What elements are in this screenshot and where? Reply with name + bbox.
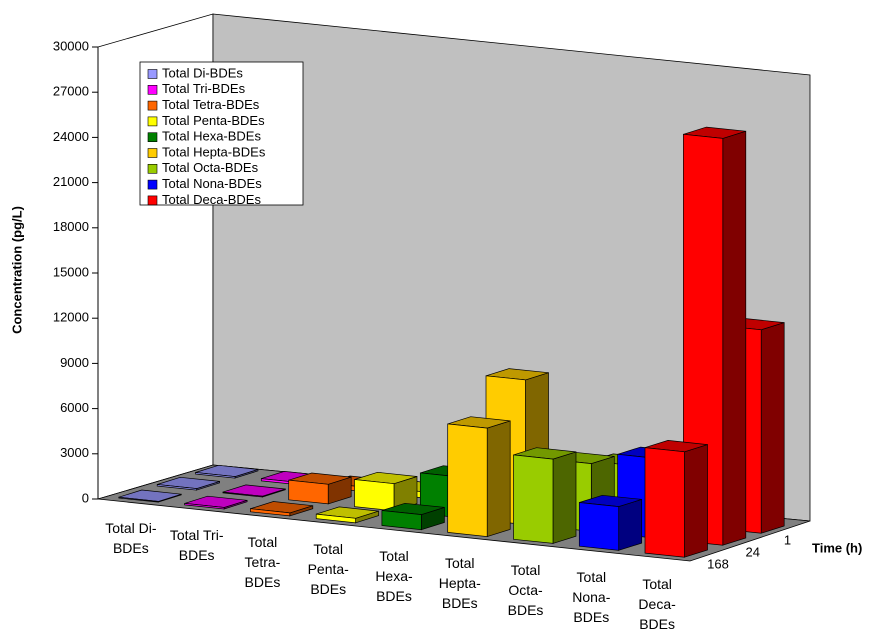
z-axis-label: Time (h)	[812, 540, 862, 555]
bar-front	[156, 484, 197, 491]
bar-side	[486, 420, 511, 538]
y-axis-label: Concentration (pg/L)	[9, 206, 24, 334]
bar	[644, 440, 708, 558]
bar-front	[578, 502, 620, 551]
y-tick-label: 3000	[60, 445, 89, 460]
legend-label: Total Tetra-BDEs	[162, 97, 260, 112]
x-tick-label-box: Total Di-BDEs	[105, 520, 157, 557]
bar-side	[760, 322, 785, 534]
x-tick-label: Total Tri-BDEs	[169, 527, 224, 564]
bar-front	[354, 479, 395, 512]
z-tick-label: 168	[707, 556, 729, 571]
bar-side	[552, 451, 577, 544]
legend-swatch	[147, 85, 158, 95]
bar	[578, 494, 643, 551]
bar-side	[722, 130, 747, 546]
x-tick-label: Total Hepta-BDEs	[438, 554, 481, 611]
bar-front	[195, 472, 236, 479]
bar	[250, 501, 314, 517]
y-tick-label: 0	[82, 490, 89, 505]
bar-front	[222, 491, 263, 498]
bar	[315, 506, 379, 524]
y-tick-label: 9000	[60, 355, 89, 370]
bar-front	[315, 513, 356, 524]
legend-swatch	[147, 132, 158, 142]
legend-swatch	[147, 148, 158, 158]
x-tick-label-box: Total Penta-BDEs	[307, 541, 349, 598]
x-tick-label-box: Total Octa-BDEs	[507, 561, 544, 618]
x-tick-label-box: Total Deca-BDEs	[638, 575, 676, 632]
y-tick-label: 18000	[53, 219, 89, 234]
legend-swatch	[147, 164, 158, 174]
x-tick-label-box: Total Tetra-BDEs	[244, 534, 281, 591]
x-tick-label: Total Octa-BDEs	[507, 561, 544, 618]
bar	[288, 472, 352, 505]
legend-label: Total Penta-BDEs	[162, 113, 265, 128]
bar-front	[513, 454, 554, 544]
legend-label: Total Tri-BDEs	[162, 81, 246, 96]
legend-swatch	[147, 195, 158, 206]
bar	[184, 495, 248, 510]
x-tick-label-box: Total Hexa-BDEs	[375, 548, 413, 604]
bar	[513, 447, 577, 544]
y-tick-label: 15000	[53, 264, 89, 279]
y-tick-label: 6000	[60, 400, 89, 415]
x-tick-label: Total Nona-BDEs	[572, 568, 611, 625]
legend-swatch	[147, 100, 158, 111]
y-tick-label: 12000	[53, 310, 89, 325]
bar-front	[250, 508, 291, 517]
x-tick-label: Total Tetra-BDEs	[244, 534, 281, 591]
bar-front	[184, 503, 225, 510]
x-tick-label: Total Penta-BDEs	[307, 541, 349, 598]
bar-front	[447, 423, 488, 537]
x-tick-label-box: Total Nona-BDEs	[572, 568, 611, 625]
legend-label: Total Nona-BDEs	[162, 176, 262, 191]
legend-label: Total Di-BDEs	[162, 65, 243, 80]
bar	[381, 502, 445, 531]
bar	[118, 489, 182, 503]
legend-label: Total Octa-BDEs	[162, 160, 259, 175]
bar-side	[684, 444, 708, 558]
z-tick-label: 1	[784, 532, 791, 547]
z-tick-label: 24	[746, 544, 760, 559]
x-tick-label: Total Deca-BDEs	[638, 575, 676, 632]
y-tick-label: 24000	[53, 129, 89, 144]
bar-front	[118, 496, 159, 503]
bar-front	[381, 510, 422, 531]
bar-front	[644, 447, 685, 558]
bar-front	[683, 133, 724, 546]
bar	[222, 484, 286, 498]
legend-swatch	[147, 69, 158, 79]
y-tick-label: 21000	[53, 174, 89, 189]
bar-side	[618, 498, 643, 551]
bar	[683, 126, 747, 546]
legend-box	[139, 61, 304, 206]
legend-label: Total Hepta-BDEs	[162, 144, 266, 159]
x-tick-label-box: Total Tri-BDEs	[169, 527, 224, 564]
legend-label: Total Hexa-BDEs	[162, 129, 261, 144]
y-tick-label: 30000	[53, 38, 89, 53]
y-tick-label: 27000	[53, 84, 89, 99]
bar	[156, 476, 220, 491]
x-tick-label-box: Total Hepta-BDEs	[438, 554, 481, 611]
x-tick-label: Total Di-BDEs	[105, 520, 157, 557]
bar	[447, 416, 511, 538]
bar	[195, 464, 259, 479]
bar-front	[288, 479, 329, 505]
legend-label: Total Deca-BDEs	[162, 192, 261, 207]
legend-swatch	[147, 116, 158, 127]
legend-swatch	[147, 179, 158, 190]
x-tick-label: Total Hexa-BDEs	[375, 548, 413, 604]
